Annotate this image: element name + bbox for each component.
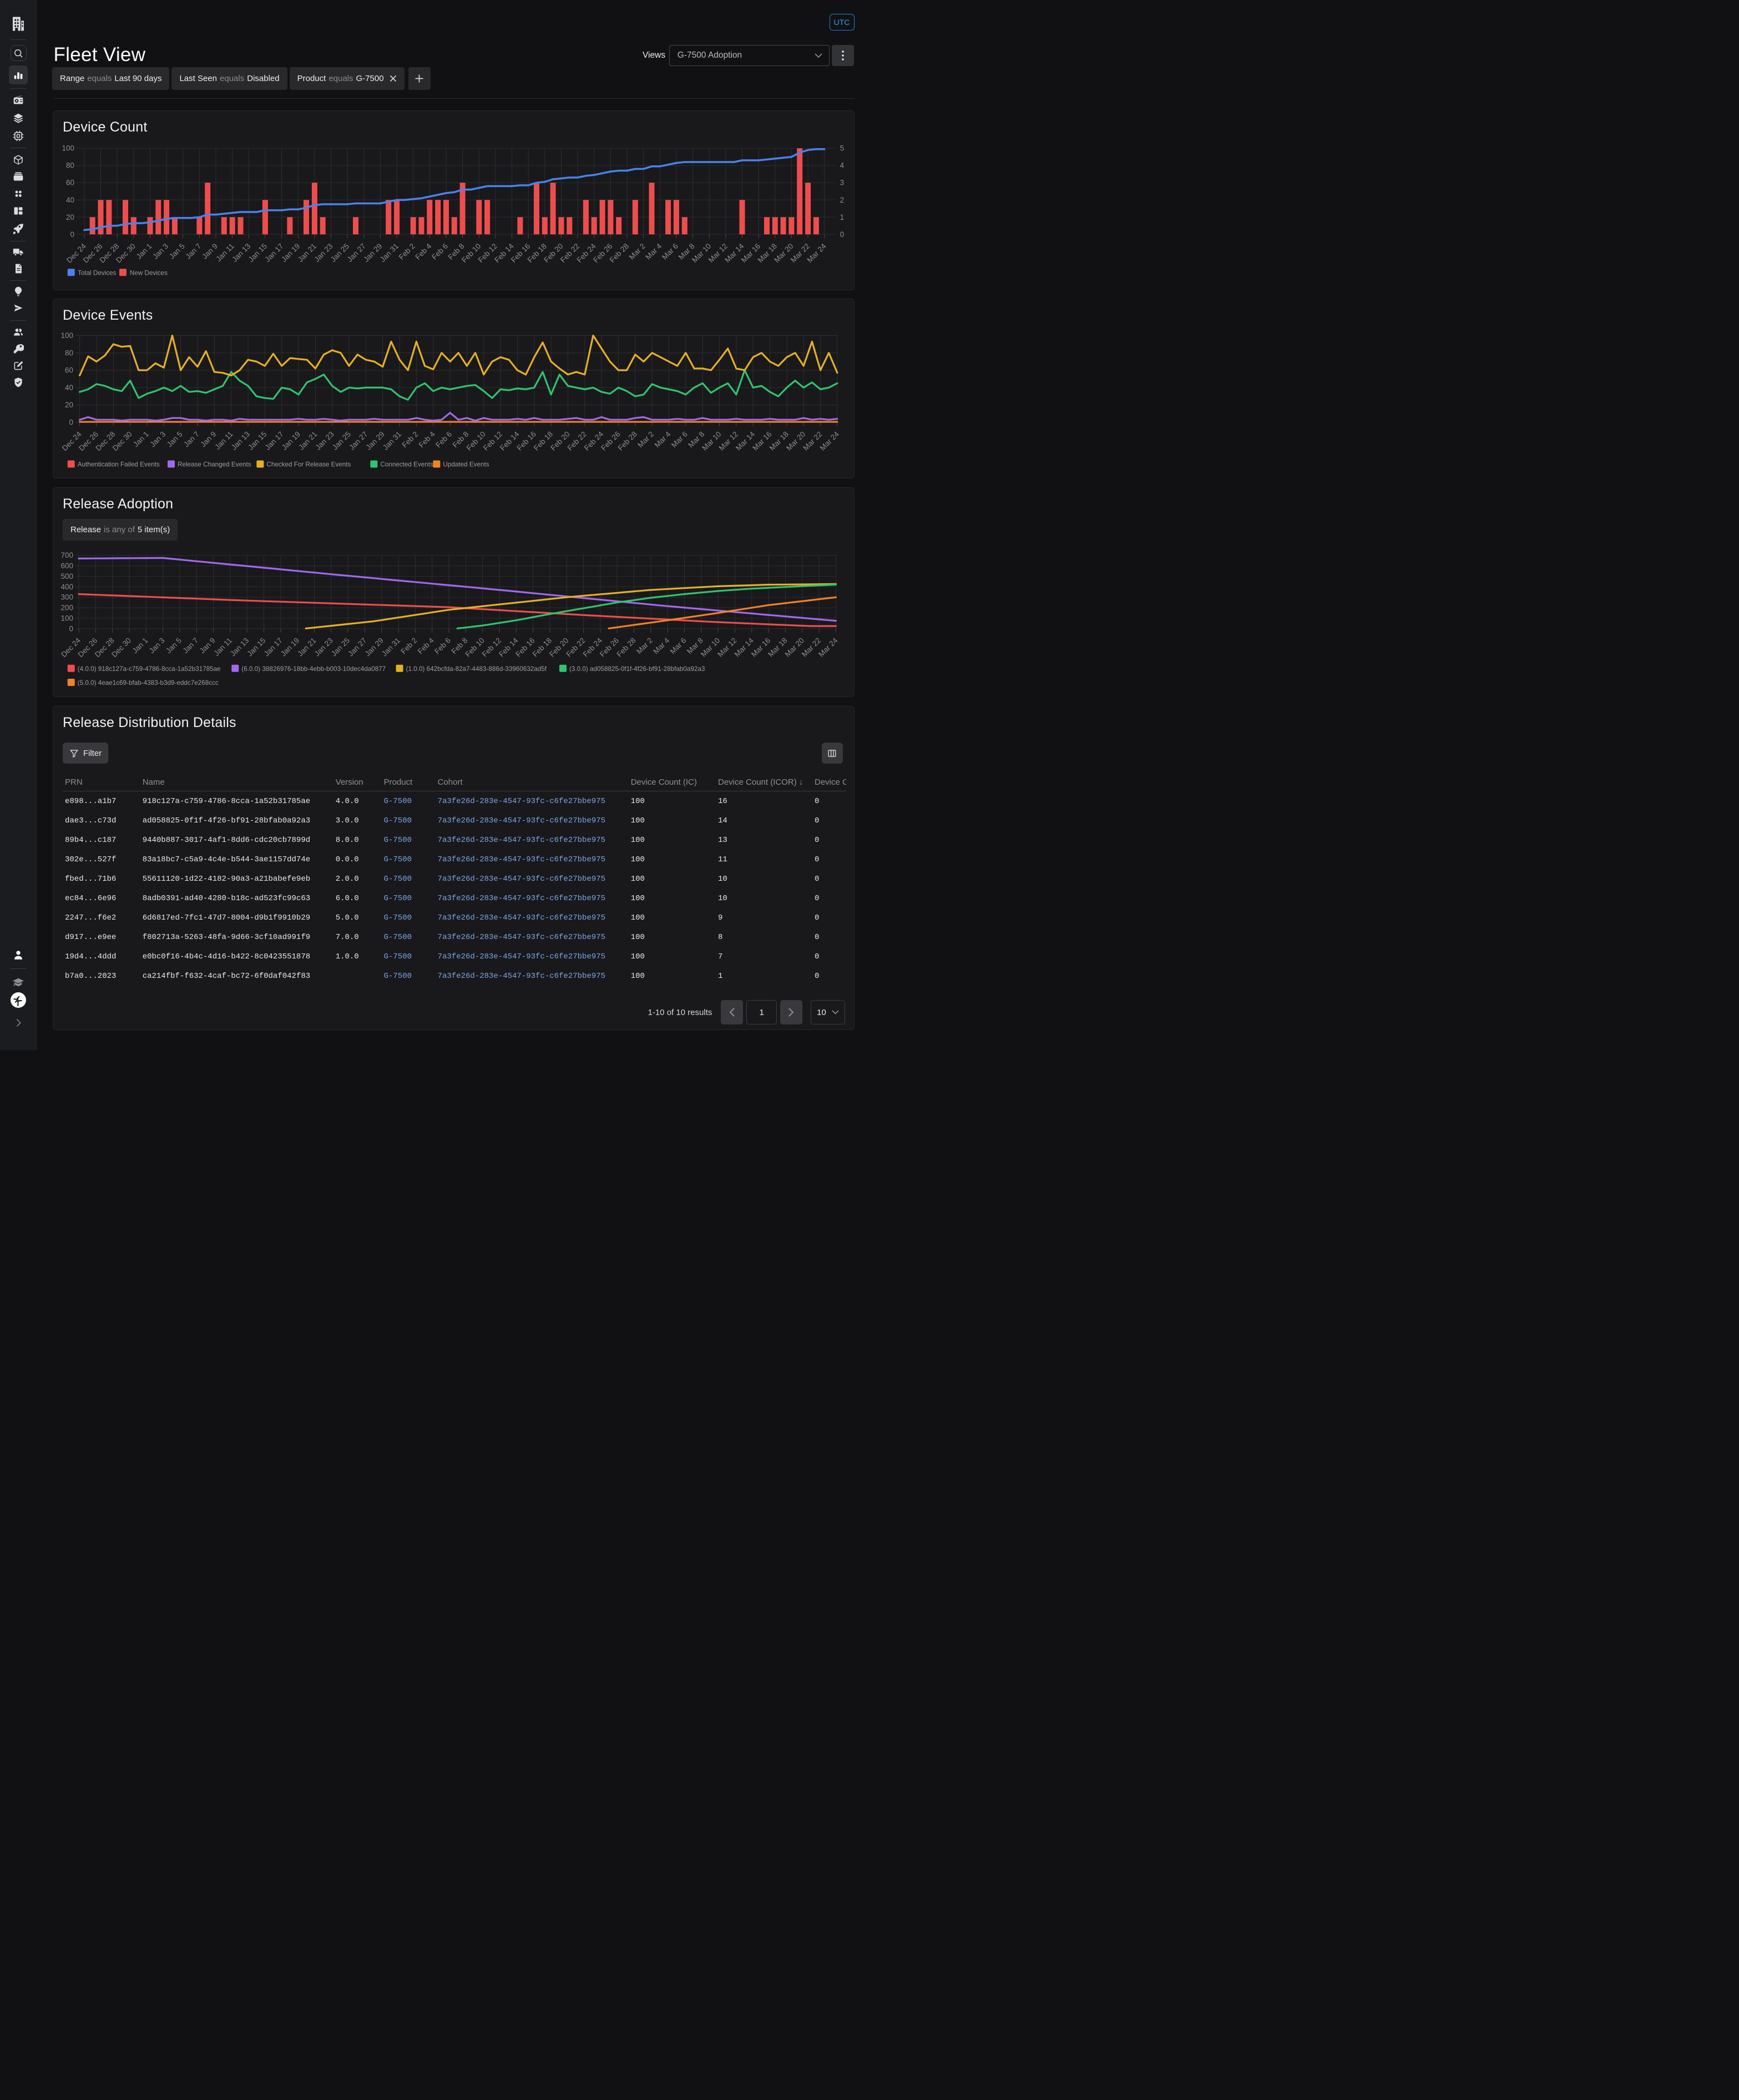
svg-text:Mar 6: Mar 6 [660,241,680,261]
svg-text:Feb 2: Feb 2 [400,430,419,450]
svg-text:Dec 30: Dec 30 [111,430,134,453]
svg-text:Mar 2: Mar 2 [636,430,655,450]
svg-text:Jan 17: Jan 17 [262,636,284,658]
svg-text:(1.0.0) 642bcfda-82a7-4483-886: (1.0.0) 642bcfda-82a7-4483-886d-33960632… [406,665,547,673]
svg-text:Feb 6: Feb 6 [430,241,449,261]
svg-text:Jan 7: Jan 7 [182,430,201,449]
svg-text:200: 200 [60,604,73,612]
svg-text:700: 700 [60,551,73,559]
svg-text:Feb 4: Feb 4 [417,430,437,449]
svg-text:40: 40 [66,195,74,204]
svg-text:Feb 2: Feb 2 [399,636,418,655]
svg-text:Jan 31: Jan 31 [380,636,402,658]
svg-text:600: 600 [60,562,73,570]
svg-text:Jan 5: Jan 5 [164,636,183,655]
svg-text:500: 500 [60,572,73,580]
svg-text:0: 0 [840,230,845,238]
svg-text:Connected Events: Connected Events [380,461,433,468]
svg-text:Mar 4: Mar 4 [651,636,671,655]
svg-text:5: 5 [840,144,845,152]
svg-text:Jan 19: Jan 19 [279,636,301,658]
svg-text:3: 3 [840,178,845,186]
svg-text:Jan 25: Jan 25 [330,636,351,658]
svg-text:100: 100 [62,144,74,152]
svg-text:Jan 19: Jan 19 [280,430,302,452]
svg-text:Updated Events: Updated Events [443,461,489,468]
svg-text:Jan 27: Jan 27 [347,430,369,452]
svg-text:Jan 17: Jan 17 [264,430,285,452]
svg-text:Jan 25: Jan 25 [331,430,352,452]
svg-text:Jan 31: Jan 31 [381,430,403,452]
svg-text:80: 80 [65,349,73,357]
svg-text:100: 100 [60,331,73,340]
svg-text:Jan 29: Jan 29 [365,430,386,452]
svg-text:Jan 3: Jan 3 [148,430,167,449]
svg-text:Jan 15: Jan 15 [246,430,268,452]
svg-text:Feb 28: Feb 28 [615,636,637,658]
svg-text:Jan 21: Jan 21 [297,430,319,452]
svg-text:60: 60 [65,366,73,375]
svg-text:2: 2 [840,195,845,204]
svg-text:Feb 4: Feb 4 [416,636,436,655]
svg-text:Jan 1: Jan 1 [132,430,150,449]
svg-text:Feb 4: Feb 4 [413,241,433,261]
svg-text:(6.0.0) 38826976-18bb-4ebb-b00: (6.0.0) 38826976-18bb-4ebb-b003-10dec4da… [241,665,386,673]
svg-text:Feb 28: Feb 28 [616,430,639,452]
svg-text:(5.0.0) 4eae1c69-bfab-4383-b3d: (5.0.0) 4eae1c69-bfab-4383-b3d9-eddc7e26… [78,679,219,686]
svg-text:Mar 6: Mar 6 [670,430,689,450]
svg-text:Mar 4: Mar 4 [653,430,673,449]
svg-text:Dec 30: Dec 30 [110,636,133,659]
svg-text:Mar 24: Mar 24 [817,636,840,659]
svg-text:0: 0 [69,624,73,633]
svg-text:Feb 6: Feb 6 [434,430,453,450]
svg-text:100: 100 [60,614,73,622]
svg-text:Jan 13: Jan 13 [229,636,250,658]
svg-text:Jan 27: Jan 27 [346,636,368,658]
svg-text:4: 4 [840,161,845,169]
svg-text:Mar 24: Mar 24 [805,241,828,264]
svg-text:Jan 1: Jan 1 [135,241,154,260]
svg-text:20: 20 [66,213,74,221]
svg-text:Jan 15: Jan 15 [245,636,267,658]
svg-text:(3.0.0) ad058825-0f1f-4f26-bf9: (3.0.0) ad058825-0f1f-4f26-bf91-28bfab0a… [569,665,705,673]
svg-text:Jan 1: Jan 1 [130,636,149,655]
svg-text:Jan 3: Jan 3 [151,241,170,260]
svg-text:Jan 21: Jan 21 [296,636,317,658]
svg-text:Checked For Release Events: Checked For Release Events [266,461,351,468]
svg-text:Jan 13: Jan 13 [230,430,251,452]
svg-text:0: 0 [70,230,74,238]
svg-text:Jan 29: Jan 29 [363,636,385,658]
svg-text:Jan 7: Jan 7 [181,636,200,655]
svg-text:400: 400 [60,583,73,591]
svg-text:20: 20 [65,401,73,409]
svg-text:80: 80 [66,161,74,169]
svg-text:Jan 5: Jan 5 [165,430,184,449]
svg-text:Mar 2: Mar 2 [628,241,647,261]
svg-text:Feb 6: Feb 6 [433,636,452,655]
svg-text:New Devices: New Devices [130,269,168,276]
svg-text:40: 40 [65,383,73,392]
svg-text:Release Changed Events: Release Changed Events [178,461,251,468]
svg-text:(4.0.0) 918c127a-c759-4786-8cc: (4.0.0) 918c127a-c759-4786-8cca-1a52b317… [78,665,221,673]
svg-text:Jan 3: Jan 3 [148,636,166,655]
svg-text:Mar 6: Mar 6 [669,636,688,655]
svg-text:Mar 2: Mar 2 [635,636,654,655]
svg-text:Authentication Failed Events: Authentication Failed Events [78,461,160,468]
svg-text:Mar 4: Mar 4 [644,241,663,261]
svg-text:Jan 5: Jan 5 [168,241,186,260]
svg-text:Jan 23: Jan 23 [313,636,335,658]
svg-text:0: 0 [69,418,73,427]
svg-text:60: 60 [66,178,74,186]
svg-text:Total Devices: Total Devices [78,269,117,276]
svg-text:Mar 24: Mar 24 [818,430,841,452]
svg-text:300: 300 [60,593,73,602]
svg-text:1: 1 [840,213,845,221]
svg-text:Jan 23: Jan 23 [314,430,336,452]
svg-text:Feb 2: Feb 2 [397,241,417,261]
svg-text:Jan 7: Jan 7 [184,241,203,260]
svg-text:Jan 31: Jan 31 [378,241,400,263]
